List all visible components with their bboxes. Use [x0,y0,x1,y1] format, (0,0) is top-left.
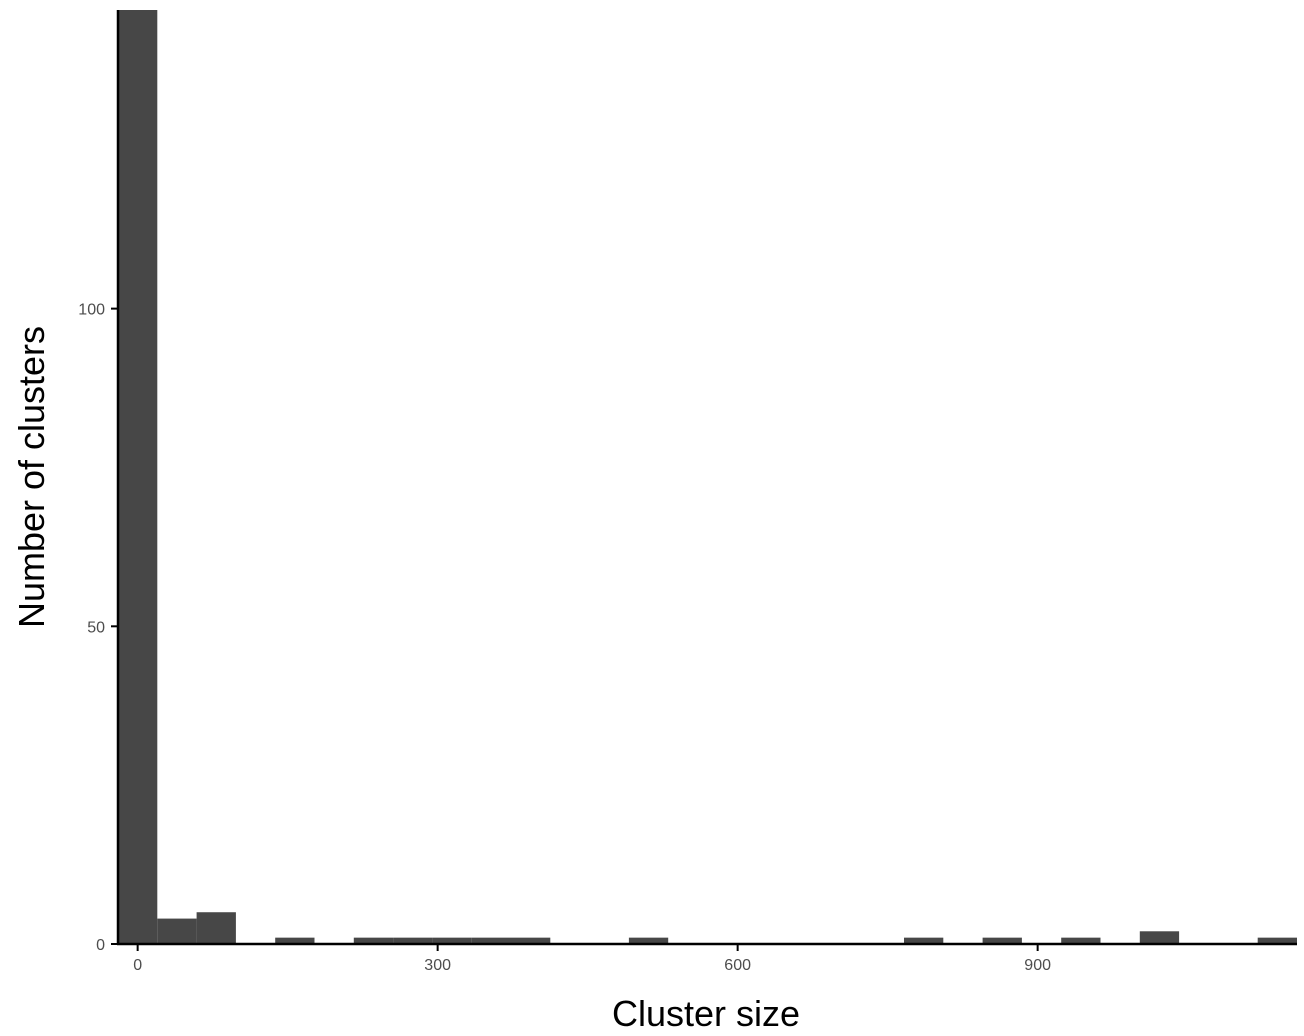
x-tick-label-900: 900 [1024,957,1051,974]
y-tick-label-100: 100 [78,302,105,319]
y-tick-label-50: 50 [87,619,105,636]
histogram-bar-2 [196,912,236,944]
histogram-bar-24 [1061,937,1101,944]
histogram-bar-20 [904,937,944,944]
histogram-bar-26 [1139,931,1180,944]
histogram-bar-7 [393,937,433,944]
histogram-bar-4 [275,937,315,944]
ticks-layer: 0 300 600 900 0 50 100 [78,302,1051,974]
histogram-bar-29 [1257,937,1297,944]
histogram-bar-0 [118,10,158,944]
histogram-bar-13 [628,937,669,944]
histogram-bar-8 [432,937,472,944]
y-axis-title: Number of clusters [11,326,52,628]
histogram-bar-22 [982,937,1022,944]
x-tick-label-0: 0 [133,957,142,974]
x-axis-title: Cluster size [612,993,800,1034]
y-tick-label-0: 0 [96,937,105,954]
histogram-bar-6 [353,937,394,944]
axes-layer [116,10,1297,946]
bars-layer [118,10,1297,944]
histogram-bar-1 [157,918,197,944]
histogram-bar-10 [511,937,551,944]
x-tick-label-300: 300 [424,957,451,974]
histogram-bar-9 [471,937,511,944]
x-tick-label-600: 600 [724,957,751,974]
